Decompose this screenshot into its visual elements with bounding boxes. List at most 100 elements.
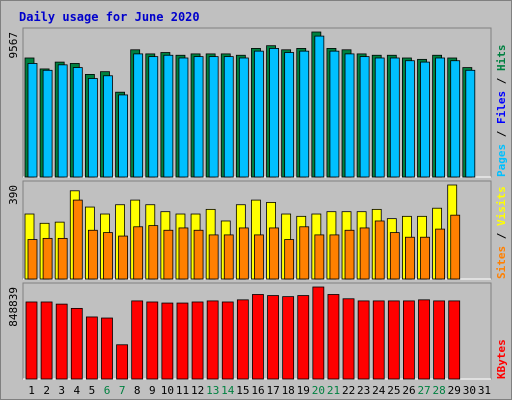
bar-files-day-5 bbox=[87, 78, 98, 178]
bar-kbytes-day-28 bbox=[433, 300, 446, 380]
bar-files-day-22 bbox=[344, 53, 355, 178]
bar-sites-day-8 bbox=[133, 226, 144, 280]
day-label-1: 1 bbox=[28, 384, 35, 397]
legend-middle: Sites / Visits bbox=[495, 186, 508, 279]
day-label-30: 30 bbox=[463, 384, 476, 397]
day-label-18: 18 bbox=[282, 384, 295, 397]
legend-separator: / bbox=[495, 226, 508, 246]
bar-sites-day-12 bbox=[193, 229, 204, 280]
bar-kbytes-day-25 bbox=[387, 300, 400, 380]
bar-files-day-23 bbox=[359, 56, 370, 178]
day-label-15: 15 bbox=[236, 384, 249, 397]
bar-sites-day-20 bbox=[314, 234, 325, 280]
bar-sites-day-29 bbox=[450, 214, 461, 280]
day-label-26: 26 bbox=[402, 384, 415, 397]
bar-files-day-6 bbox=[103, 75, 113, 178]
day-label-25: 25 bbox=[387, 384, 400, 397]
bar-sites-day-25 bbox=[389, 232, 400, 280]
bar-kbytes-day-22 bbox=[342, 298, 355, 380]
bar-files-day-4 bbox=[72, 67, 83, 178]
bar-sites-day-2 bbox=[42, 237, 53, 280]
day-label-29: 29 bbox=[448, 384, 461, 397]
bar-kbytes-day-5 bbox=[85, 316, 98, 380]
bar-sites-day-1 bbox=[27, 239, 38, 280]
chart-bars bbox=[24, 31, 476, 380]
bar-files-day-14 bbox=[223, 56, 234, 178]
bar-kbytes-day-18 bbox=[282, 296, 295, 380]
bar-sites-day-6 bbox=[103, 232, 113, 280]
bar-files-day-11 bbox=[178, 57, 189, 178]
day-label-22: 22 bbox=[342, 384, 355, 397]
bar-files-day-12 bbox=[193, 56, 204, 178]
day-label-16: 16 bbox=[251, 384, 264, 397]
chart-legends: Pages / Files / Hits Sites / Visits KBytes bbox=[495, 45, 508, 380]
legend-item-pages: Pages bbox=[495, 144, 508, 177]
day-label-14: 14 bbox=[221, 384, 235, 397]
bar-files-day-30 bbox=[465, 69, 476, 178]
bar-kbytes-day-13 bbox=[206, 300, 219, 380]
bar-kbytes-day-11 bbox=[176, 302, 189, 380]
bar-files-day-27 bbox=[420, 61, 430, 178]
bar-kbytes-day-12 bbox=[191, 301, 204, 380]
day-label-5: 5 bbox=[89, 384, 96, 397]
bar-kbytes-day-23 bbox=[357, 300, 370, 380]
day-label-9: 9 bbox=[149, 384, 156, 397]
bar-kbytes-day-8 bbox=[131, 300, 144, 380]
bar-kbytes-day-20 bbox=[312, 286, 325, 380]
legend-item-files: Files bbox=[495, 91, 508, 124]
bar-files-day-9 bbox=[148, 56, 159, 178]
bar-files-day-20 bbox=[314, 35, 325, 178]
bar-files-day-2 bbox=[42, 69, 53, 178]
bar-kbytes-day-10 bbox=[161, 302, 174, 380]
bar-files-day-8 bbox=[133, 53, 144, 178]
bar-sites-day-21 bbox=[329, 234, 340, 280]
day-label-7: 7 bbox=[119, 384, 126, 397]
x-axis-day-labels: 1 2 3 4 5 6 7 8 9 10 11 12 13 14 15 16 17 18 19 20 21 22 23 24 2… bbox=[28, 384, 491, 397]
legend-item-kbytes: KBytes bbox=[495, 339, 508, 379]
day-label-28: 28 bbox=[433, 384, 446, 397]
bar-sites-day-23 bbox=[359, 227, 370, 280]
bar-kbytes-day-26 bbox=[403, 300, 415, 380]
bar-sites-day-3 bbox=[57, 237, 68, 280]
bar-sites-day-4 bbox=[72, 199, 83, 280]
bar-kbytes-day-4 bbox=[70, 307, 83, 380]
day-label-8: 8 bbox=[134, 384, 141, 397]
bar-kbytes-day-19 bbox=[297, 295, 310, 380]
bar-files-day-10 bbox=[163, 54, 174, 178]
day-label-6: 6 bbox=[104, 384, 111, 397]
bar-kbytes-day-14 bbox=[221, 301, 234, 380]
bar-sites-day-16 bbox=[254, 234, 264, 280]
bar-kbytes-day-3 bbox=[55, 303, 68, 380]
bar-files-day-24 bbox=[374, 57, 385, 178]
bar-files-day-26 bbox=[405, 60, 415, 178]
day-label-13: 13 bbox=[206, 384, 219, 397]
day-label-20: 20 bbox=[312, 384, 325, 397]
bar-sites-day-17 bbox=[269, 227, 279, 280]
bar-kbytes-day-16 bbox=[252, 294, 264, 380]
max-label-top: 9567 bbox=[7, 32, 20, 59]
day-label-12: 12 bbox=[191, 384, 204, 397]
bar-files-day-15 bbox=[238, 57, 249, 178]
legend-separator: / bbox=[495, 124, 508, 144]
max-label-middle: 390 bbox=[7, 185, 20, 205]
legend-separator: / bbox=[495, 71, 508, 91]
bar-sites-day-9 bbox=[148, 225, 159, 280]
bar-files-day-21 bbox=[329, 50, 340, 178]
day-label-27: 27 bbox=[417, 384, 430, 397]
bar-files-day-29 bbox=[450, 60, 461, 178]
max-label-bottom: 848839 bbox=[7, 287, 20, 327]
legend-item-sites: Sites bbox=[495, 246, 508, 279]
bar-files-day-16 bbox=[254, 50, 264, 178]
day-label-3: 3 bbox=[58, 384, 65, 397]
bar-files-day-17 bbox=[269, 48, 279, 178]
bar-sites-day-27 bbox=[420, 236, 430, 280]
bar-kbytes-day-2 bbox=[40, 301, 53, 380]
bar-files-day-25 bbox=[389, 57, 400, 178]
bar-sites-day-19 bbox=[299, 226, 310, 280]
bar-kbytes-day-7 bbox=[116, 344, 128, 380]
bar-kbytes-day-6 bbox=[101, 317, 113, 380]
bar-sites-day-24 bbox=[374, 220, 385, 280]
bar-sites-day-18 bbox=[284, 239, 295, 280]
bar-files-day-19 bbox=[299, 50, 310, 178]
